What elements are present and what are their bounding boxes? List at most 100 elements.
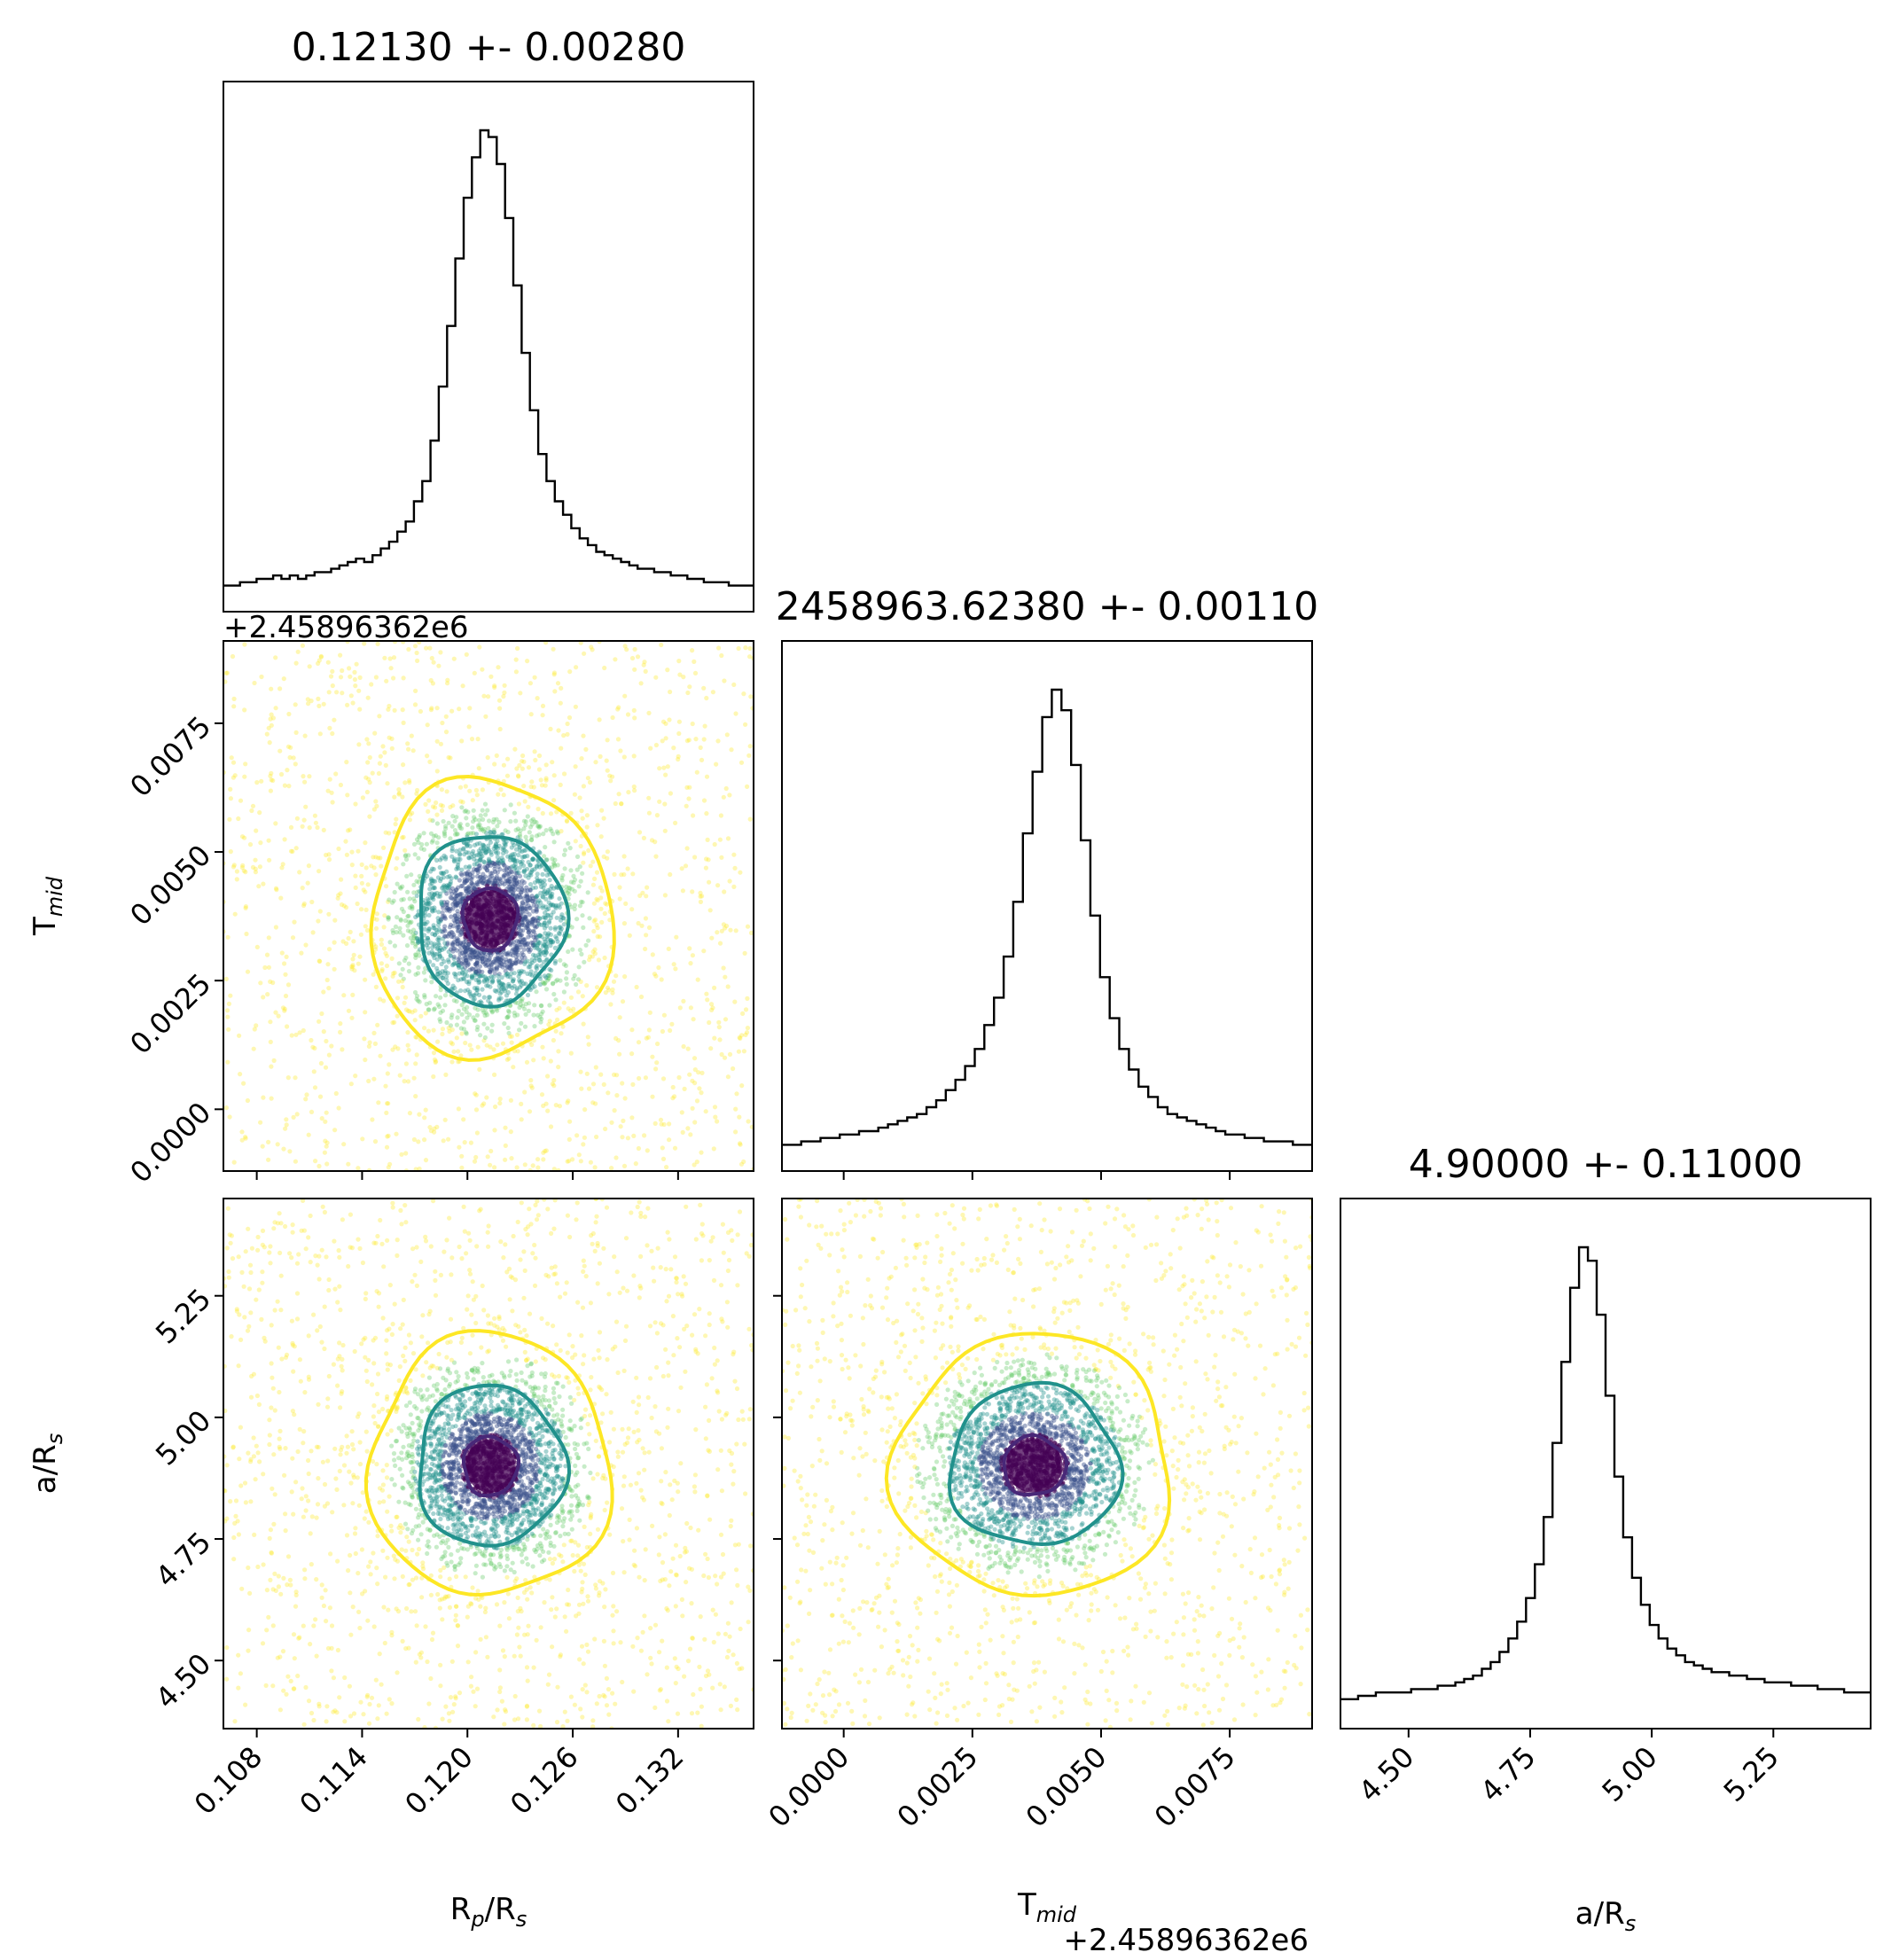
sample-point — [637, 830, 643, 835]
sample-point — [497, 882, 503, 887]
sample-point — [646, 710, 652, 716]
sample-point — [461, 1019, 467, 1025]
sample-point — [325, 660, 331, 665]
sample-point — [503, 968, 508, 973]
sample-point — [417, 873, 422, 878]
sample-point — [601, 1638, 607, 1644]
sample-point — [465, 1614, 470, 1620]
sample-point — [274, 887, 279, 893]
sample-point — [390, 1200, 395, 1206]
sample-point — [719, 652, 724, 659]
sample-point — [428, 707, 434, 713]
sample-point — [426, 950, 432, 956]
sample-point — [467, 788, 473, 793]
sample-point — [551, 862, 557, 867]
sample-point — [726, 1257, 732, 1263]
sample-point — [441, 905, 446, 910]
scatter-points — [223, 641, 754, 1171]
sample-point — [631, 754, 637, 759]
sample-point — [243, 1136, 248, 1141]
sample-point — [289, 1318, 294, 1324]
sample-point — [426, 798, 432, 803]
sample-point — [498, 957, 504, 962]
sample-point — [530, 899, 535, 904]
sample-point — [444, 902, 449, 908]
sample-point — [449, 1027, 455, 1033]
sample-point — [523, 1011, 528, 1017]
sample-point — [291, 755, 296, 761]
sample-point — [484, 983, 489, 988]
sample-point — [617, 896, 622, 902]
sample-point — [523, 819, 529, 824]
sample-point — [482, 826, 488, 832]
sample-point — [316, 696, 321, 702]
sample-point — [321, 827, 326, 833]
sample-point — [551, 773, 557, 778]
sample-point — [376, 1703, 381, 1708]
sample-point — [502, 690, 507, 696]
sample-point — [556, 931, 562, 936]
sample-point — [543, 975, 549, 980]
sample-point — [595, 1281, 600, 1286]
sample-point — [288, 745, 293, 750]
sample-point — [502, 868, 507, 873]
sample-point — [414, 993, 420, 999]
sample-point — [402, 957, 407, 964]
sample-point — [660, 1156, 667, 1161]
sample-point — [459, 1335, 465, 1340]
sample-point — [430, 1630, 436, 1636]
sample-point — [253, 1477, 258, 1482]
sample-point — [409, 903, 414, 909]
sample-point — [545, 1074, 551, 1079]
sample-point — [487, 964, 492, 970]
sample-point — [669, 1497, 675, 1503]
sample-point — [448, 906, 453, 911]
sample-point — [552, 945, 558, 950]
sample-point — [625, 712, 631, 717]
sample-point — [457, 943, 463, 949]
sample-point — [336, 893, 341, 898]
sample-point — [368, 1572, 373, 1577]
sample-point — [396, 791, 402, 796]
sample-point — [618, 748, 623, 754]
sample-point — [456, 885, 461, 890]
sample-point — [561, 962, 567, 967]
sample-point — [555, 939, 560, 944]
sample-point — [502, 1722, 507, 1727]
sample-point — [474, 1130, 481, 1136]
sample-point — [530, 952, 536, 957]
sample-point — [637, 1574, 642, 1580]
sample-point — [535, 900, 541, 905]
sample-point — [340, 1217, 345, 1222]
sample-point — [488, 967, 493, 972]
sample-point — [516, 852, 521, 858]
sample-point — [518, 1257, 523, 1262]
sample-point — [723, 1412, 729, 1417]
sample-point — [400, 794, 405, 800]
sample-point — [454, 902, 459, 908]
sample-point — [719, 1417, 725, 1422]
sample-point — [439, 917, 444, 922]
sample-point — [464, 1030, 469, 1035]
sample-point — [554, 935, 559, 941]
sample-point — [268, 1527, 273, 1533]
sample-point — [276, 1345, 281, 1350]
sample-point — [307, 774, 312, 779]
sample-point — [594, 1134, 599, 1140]
sample-point — [476, 972, 482, 979]
sample-point — [269, 770, 274, 776]
sample-point — [708, 1046, 714, 1051]
sample-point — [349, 863, 355, 868]
sample-point — [449, 848, 455, 854]
sample-point — [475, 874, 481, 879]
sample-point — [554, 1281, 560, 1286]
sample-point — [319, 1339, 324, 1345]
sample-point — [468, 1683, 474, 1689]
sample-point — [499, 986, 504, 991]
sample-point — [449, 914, 454, 919]
sample-point — [653, 1429, 660, 1434]
sample-point — [226, 1275, 231, 1280]
sample-point — [746, 753, 752, 758]
sample-point — [363, 977, 368, 982]
sample-point — [539, 934, 544, 940]
